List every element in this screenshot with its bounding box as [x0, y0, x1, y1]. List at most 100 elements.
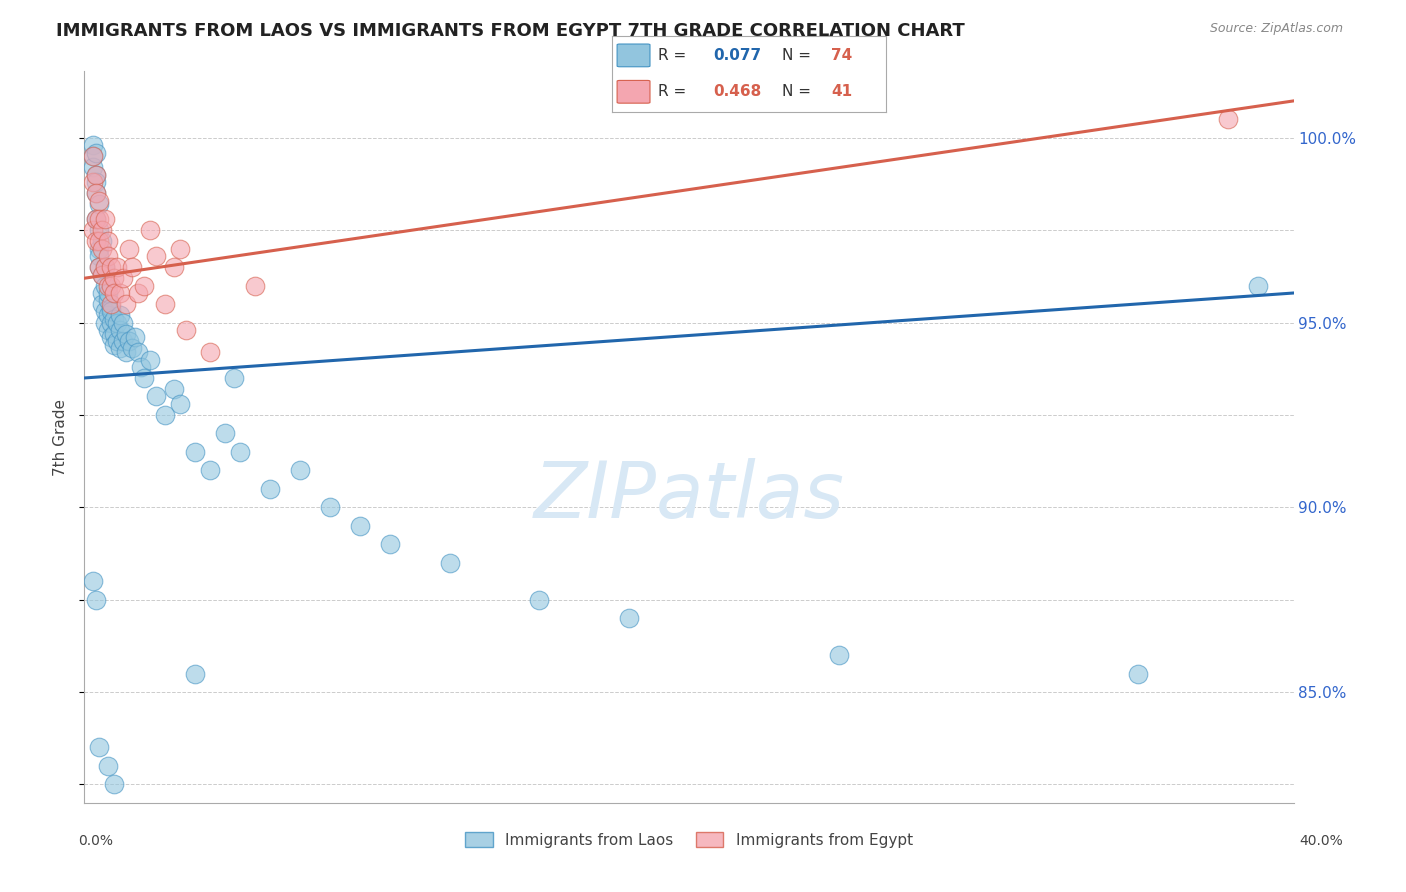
Legend: Immigrants from Laos, Immigrants from Egypt: Immigrants from Laos, Immigrants from Eg…	[458, 825, 920, 854]
Point	[86, 145, 108, 160]
Point	[91, 235, 114, 249]
Point	[82, 223, 104, 237]
Point	[89, 740, 111, 755]
Point	[617, 611, 640, 625]
Point	[115, 326, 138, 341]
Point	[82, 149, 104, 163]
Point	[222, 371, 245, 385]
Point	[169, 242, 191, 256]
Point	[103, 777, 125, 791]
Point	[127, 345, 149, 359]
Point	[86, 168, 108, 182]
Point	[86, 186, 108, 201]
Point	[91, 285, 114, 300]
Point	[86, 175, 108, 189]
Text: IMMIGRANTS FROM LAOS VS IMMIGRANTS FROM EGYPT 7TH GRADE CORRELATION CHART: IMMIGRANTS FROM LAOS VS IMMIGRANTS FROM …	[56, 22, 965, 40]
Point	[89, 242, 111, 256]
Point	[214, 426, 236, 441]
Point	[103, 285, 125, 300]
Point	[86, 168, 108, 182]
Point	[118, 334, 141, 348]
Point	[134, 278, 156, 293]
Point	[184, 445, 207, 459]
Point	[110, 308, 132, 322]
Point	[100, 301, 122, 315]
Point	[86, 186, 108, 201]
Point	[153, 297, 176, 311]
Point	[82, 149, 104, 163]
Point	[89, 260, 111, 274]
Point	[97, 235, 120, 249]
Point	[89, 197, 111, 211]
Point	[91, 223, 114, 237]
Point	[139, 223, 162, 237]
Text: N =: N =	[782, 48, 815, 63]
Point	[349, 518, 371, 533]
Point	[139, 352, 162, 367]
Point	[82, 161, 104, 175]
Point	[91, 297, 114, 311]
Point	[89, 249, 111, 263]
Point	[1246, 278, 1268, 293]
Point	[827, 648, 849, 662]
Point	[97, 278, 120, 293]
Point	[94, 278, 117, 293]
Point	[288, 463, 311, 477]
Point	[319, 500, 342, 515]
Point	[145, 249, 167, 263]
Point	[1126, 666, 1149, 681]
Point	[94, 212, 117, 227]
Point	[112, 316, 135, 330]
Point	[529, 592, 551, 607]
Point	[97, 249, 120, 263]
Point	[82, 574, 104, 589]
Point	[184, 666, 207, 681]
Point	[97, 308, 120, 322]
Point	[118, 242, 141, 256]
Point	[105, 334, 128, 348]
Point	[86, 592, 108, 607]
Point	[86, 212, 108, 227]
Text: R =: R =	[658, 48, 692, 63]
Text: 0.0%: 0.0%	[79, 834, 112, 848]
Point	[94, 304, 117, 318]
Text: R =: R =	[658, 84, 692, 99]
Point	[89, 194, 111, 208]
Point	[198, 463, 221, 477]
Point	[103, 337, 125, 351]
Point	[97, 293, 120, 308]
Point	[82, 138, 104, 153]
Point	[229, 445, 252, 459]
Text: Source: ZipAtlas.com: Source: ZipAtlas.com	[1209, 22, 1343, 36]
Text: 41: 41	[831, 84, 852, 99]
Point	[112, 271, 135, 285]
Point	[198, 345, 221, 359]
Point	[115, 345, 138, 359]
Point	[129, 359, 152, 374]
Point	[100, 304, 122, 318]
Point	[105, 316, 128, 330]
Point	[89, 223, 111, 237]
Point	[105, 260, 128, 274]
Point	[153, 408, 176, 422]
Y-axis label: 7th Grade: 7th Grade	[53, 399, 69, 475]
Text: 40.0%: 40.0%	[1299, 834, 1344, 848]
Point	[169, 397, 191, 411]
FancyBboxPatch shape	[617, 44, 650, 67]
Point	[110, 323, 132, 337]
Point	[100, 316, 122, 330]
Text: 0.077: 0.077	[713, 48, 761, 63]
Point	[378, 537, 401, 551]
Point	[103, 326, 125, 341]
Point	[94, 316, 117, 330]
Point	[86, 235, 108, 249]
Point	[100, 330, 122, 344]
Point	[439, 556, 461, 570]
Point	[174, 323, 197, 337]
Point	[97, 285, 120, 300]
Point	[163, 260, 186, 274]
Point	[115, 297, 138, 311]
Point	[121, 342, 143, 356]
Text: ZIPatlas: ZIPatlas	[533, 458, 845, 533]
Point	[100, 278, 122, 293]
